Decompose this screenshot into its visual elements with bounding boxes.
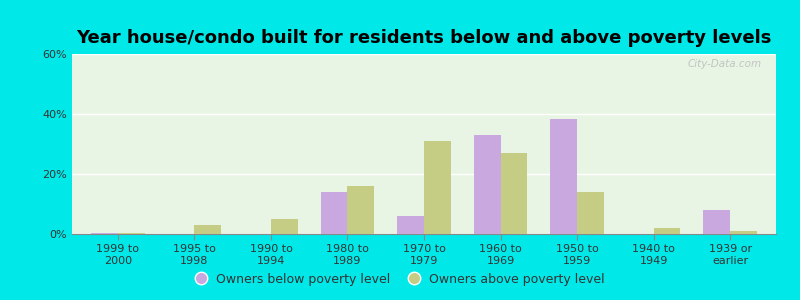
Bar [398, 216, 424, 234]
Bar [321, 192, 347, 234]
Bar [424, 141, 450, 234]
Bar [730, 231, 757, 234]
Bar [654, 228, 680, 234]
Title: Year house/condo built for residents below and above poverty levels: Year house/condo built for residents bel… [76, 29, 772, 47]
Bar [474, 135, 501, 234]
Bar [271, 219, 298, 234]
Bar [501, 153, 527, 234]
Bar [194, 225, 222, 234]
Bar [91, 232, 118, 234]
Bar [703, 210, 730, 234]
Bar [577, 192, 604, 234]
Text: City-Data.com: City-Data.com [688, 59, 762, 69]
Bar [347, 186, 374, 234]
Bar [118, 232, 145, 234]
Bar [550, 118, 577, 234]
Legend: Owners below poverty level, Owners above poverty level: Owners below poverty level, Owners above… [190, 268, 610, 291]
